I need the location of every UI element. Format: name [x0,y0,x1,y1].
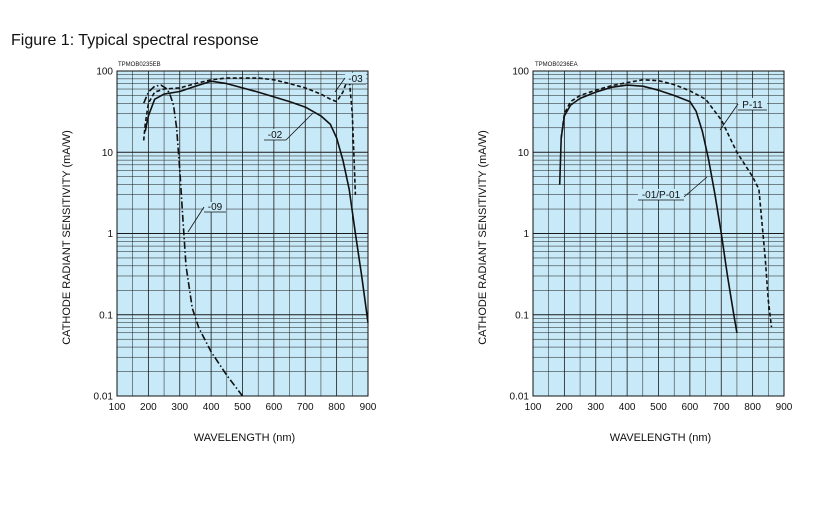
chart-code: TPMOB0235EB [118,62,161,68]
y-tick-label: 100 [512,67,529,78]
y-tick-label: 1 [107,229,113,240]
y-tick-label: 0.01 [510,392,530,403]
series-label-bg [204,202,226,212]
x-tick-label: 800 [744,402,761,413]
series-label-bg [345,73,366,84]
x-tick-label: 500 [650,402,667,413]
chart-1: 100 200 300 400 500 600 700 800 900 100 10 1 0.1 0.01… [61,62,377,444]
series-line-p11 [560,79,773,328]
series-label: -01/P-01 [642,190,681,201]
x-tick-label: 300 [587,402,604,413]
x-tick-label: 500 [234,402,251,413]
series-label: -02 [268,130,283,141]
x-tick-label: 600 [266,402,283,413]
series-label-bg [264,129,286,140]
y-tick-label: 1 [523,229,529,240]
y-tick-label: 0.1 [99,310,113,321]
series-label-leader [334,77,346,93]
x-tick-label: 100 [109,402,126,413]
x-axis-label: WAVELENGTH (nm) [610,432,711,444]
series-label-leader [285,112,314,141]
x-tick-label: 100 [525,402,542,413]
y-axis-label: CATHODE RADIANT SENSITIVITY (mA/W) [61,130,73,345]
y-tick-label: 0.01 [94,392,114,403]
figure-title: Figure 1: Typical spectral response [11,32,259,49]
series-line-03 [142,77,357,195]
y-tick-label: 10 [102,148,114,159]
x-tick-label: 300 [171,402,188,413]
series-line-02 [144,80,369,323]
y-tick-label: 0.1 [515,310,529,321]
x-tick-label: 200 [556,402,573,413]
series-label-bg [738,98,767,110]
x-tick-label: 400 [203,402,220,413]
x-tick-label: 900 [360,402,377,413]
x-tick-label: 400 [619,402,636,413]
series-label-leader [683,176,708,198]
series-line-09 [142,84,244,397]
series-label: P-11 [742,100,763,111]
y-tick-label: 100 [96,67,113,78]
series-label-bg [638,189,684,200]
x-tick-label: 700 [713,402,730,413]
chart-2: 100 200 300 400 500 600 700 800 900 100 10 1 0.1 0.01… [477,62,793,444]
x-tick-label: 800 [328,402,345,413]
x-tick-label: 700 [297,402,314,413]
x-tick-label: 900 [776,402,793,413]
series-label: -09 [208,202,223,213]
y-axis-label: CATHODE RADIANT SENSITIVITY (mA/W) [477,130,489,345]
series-label-leader [187,206,205,233]
chart-code: TPMOB0236EA [535,62,578,68]
plot-frame [532,70,785,397]
x-tick-label: 600 [682,402,699,413]
series-label: -03 [348,74,363,85]
series-line-01p01 [558,84,738,333]
series-label-leader [719,103,739,131]
x-tick-label: 200 [140,402,157,413]
y-tick-label: 10 [518,148,530,159]
x-axis-label: WAVELENGTH (nm) [194,432,295,444]
